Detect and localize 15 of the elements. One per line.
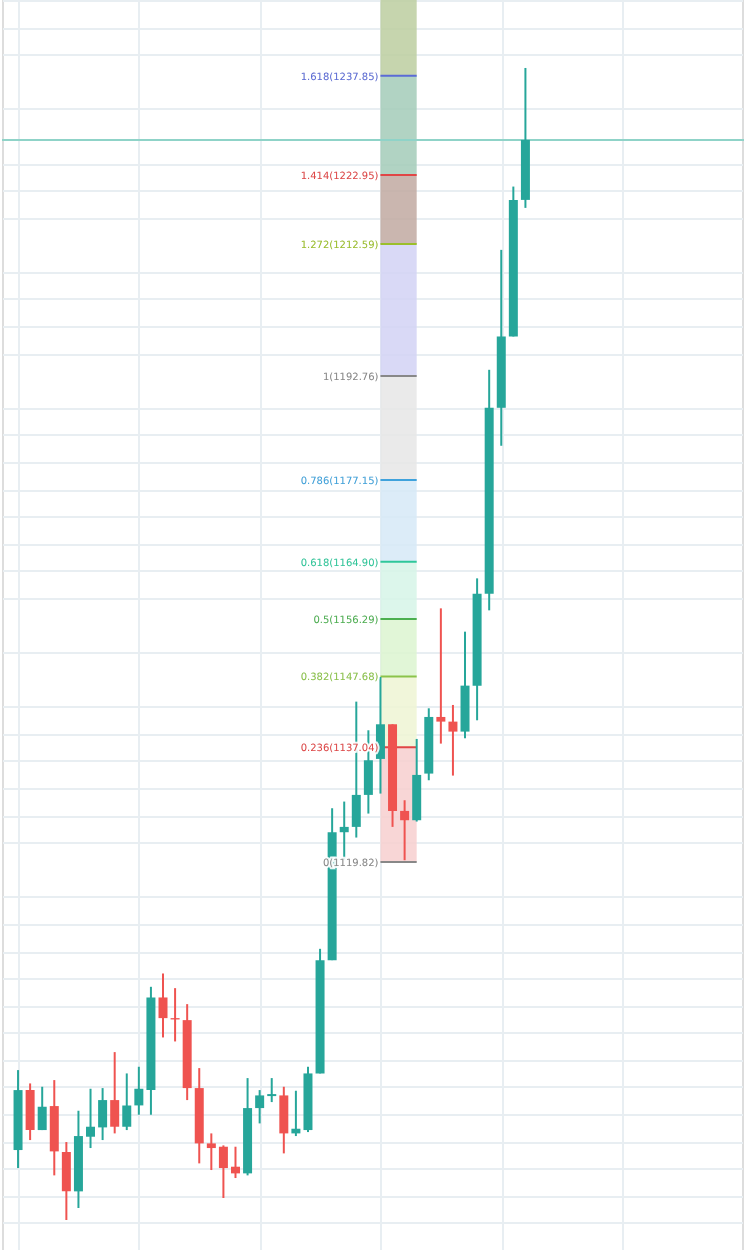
candlestick	[158, 972, 168, 1039]
candlestick	[460, 630, 470, 740]
candlestick	[110, 1051, 120, 1135]
candlestick	[400, 799, 410, 862]
candlestick	[98, 1087, 108, 1142]
candlestick	[448, 703, 458, 777]
candlestick	[436, 607, 446, 745]
candlestick	[25, 1082, 35, 1142]
candlestick	[37, 1085, 47, 1132]
candlestick	[61, 1141, 71, 1222]
candlestick	[279, 1085, 289, 1155]
candlestick	[339, 800, 349, 862]
candlestick	[412, 737, 422, 823]
candlestick	[122, 1072, 132, 1132]
candlestick	[49, 1079, 59, 1177]
